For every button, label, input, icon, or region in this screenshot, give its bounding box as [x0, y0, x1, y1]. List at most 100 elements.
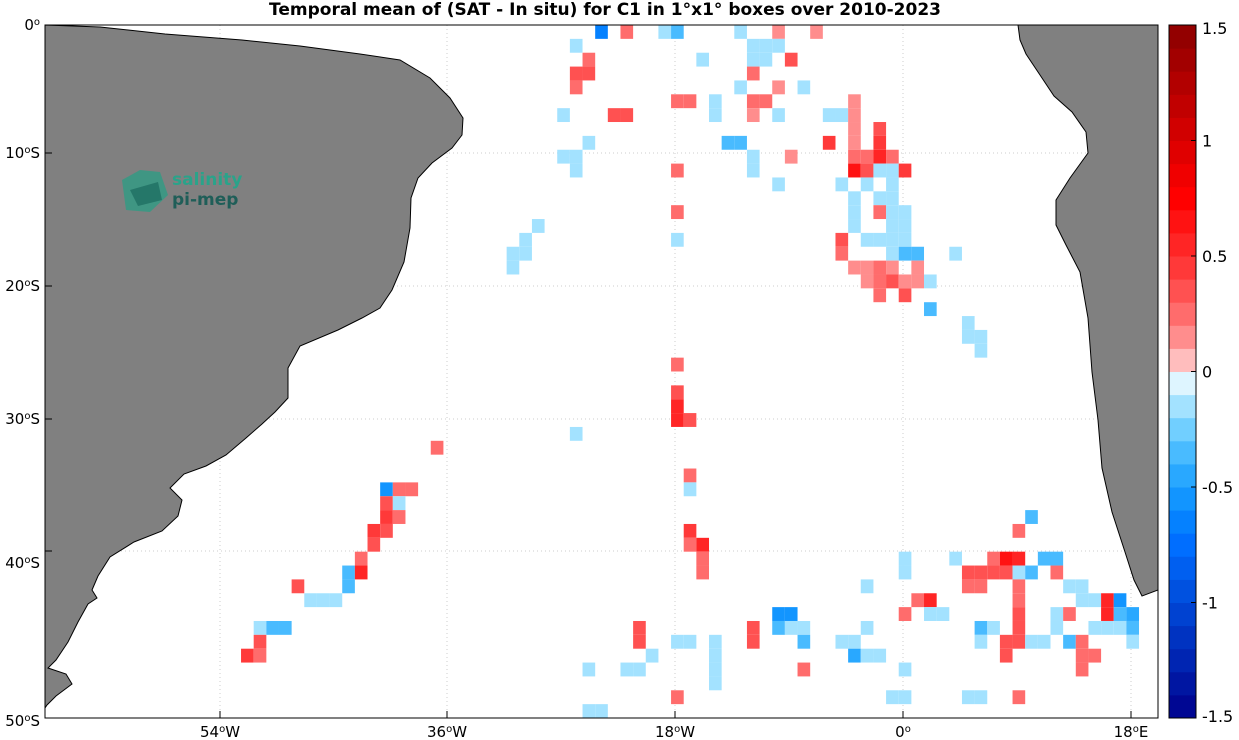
- lat-label-50s: 50oS: [5, 712, 40, 730]
- heatmap-cell: [987, 551, 1000, 566]
- heatmap-cell: [860, 648, 874, 663]
- heatmap-cell: [1025, 565, 1038, 580]
- heatmap-cell: [1050, 607, 1064, 621]
- heatmap-cell: [1012, 690, 1026, 705]
- heatmap-cell: [392, 510, 406, 524]
- heatmap-cell: [949, 246, 962, 261]
- colorbar-level: [1169, 694, 1196, 719]
- heatmap-cell: [329, 593, 343, 608]
- heatmap-cell: [1012, 523, 1026, 538]
- colorbar-level: [1169, 232, 1196, 257]
- heatmap-cell: [519, 232, 532, 247]
- heatmap-cell: [924, 607, 937, 621]
- map-title: Temporal mean of (SAT - In situ) for C1 …: [269, 0, 941, 20]
- heatmap-cell: [519, 246, 532, 261]
- heatmap-cell: [1101, 620, 1114, 635]
- heatmap-cell: [873, 149, 887, 164]
- heatmap-cell: [784, 149, 798, 164]
- heatmap-cell: [999, 648, 1013, 663]
- heatmap-cell: [1025, 634, 1038, 649]
- heatmap-cell: [658, 25, 672, 39]
- heatmap-cell: [709, 634, 722, 649]
- heatmap-cell: [860, 177, 874, 192]
- heatmap-cell: [835, 634, 849, 649]
- colorbar-level: [1169, 648, 1196, 673]
- heatmap-cell: [1075, 579, 1089, 594]
- heatmap-cell: [607, 108, 621, 123]
- heatmap-cell: [316, 593, 330, 608]
- heatmap-cell: [734, 25, 747, 39]
- heatmap-cell: [1075, 634, 1089, 649]
- colorbar-level: [1169, 579, 1196, 603]
- heatmap-cell: [709, 662, 722, 677]
- heatmap-cell: [671, 399, 684, 414]
- heatmap-cell: [746, 94, 760, 109]
- heatmap-cell: [633, 662, 646, 677]
- heatmap-cell: [797, 634, 811, 649]
- heatmap-cell: [671, 385, 684, 400]
- heatmap-cell: [848, 191, 861, 206]
- colorbar-level: [1169, 209, 1196, 234]
- heatmap-cell: [924, 302, 937, 317]
- grid-lines: [45, 25, 1158, 718]
- heatmap-cell: [746, 108, 760, 123]
- heatmap-cell: [531, 219, 545, 233]
- heatmap-cell: [392, 496, 406, 511]
- heatmap-cell: [999, 551, 1013, 566]
- heatmap-cell: [974, 634, 988, 649]
- colorbar-level: [1169, 140, 1196, 165]
- heatmap-cell: [898, 274, 912, 289]
- africa-land: [1017, 25, 1158, 597]
- heatmap-cell: [898, 690, 912, 705]
- heatmap-cell: [936, 607, 950, 621]
- heatmap-cell: [582, 662, 596, 677]
- heatmap-cell: [961, 316, 975, 330]
- heatmap-cell: [1101, 593, 1114, 608]
- colorbar-level: [1169, 371, 1196, 396]
- heatmap-cell: [380, 496, 393, 511]
- heatmap-cell: [772, 25, 785, 39]
- lat-label-30s: 30oS: [5, 410, 40, 428]
- heatmap-cell: [342, 565, 355, 580]
- heatmap-cell: [848, 163, 861, 178]
- heatmap-cell: [860, 149, 874, 164]
- heatmap-cell: [961, 565, 975, 580]
- heatmap-cell: [974, 343, 988, 358]
- heatmap-cell: [569, 38, 583, 53]
- colorbar-level: [1169, 325, 1196, 349]
- colorbar-tick-label: 1.5: [1202, 19, 1227, 38]
- heatmap-cell: [772, 80, 785, 95]
- colorbar-level: [1169, 348, 1196, 372]
- heatmap-cell: [253, 648, 267, 663]
- heatmap-cell: [987, 620, 1000, 635]
- heatmap-cell: [759, 94, 773, 109]
- heatmap-cell: [886, 191, 899, 206]
- heatmap-cell: [1012, 579, 1026, 594]
- heatmap-cell: [886, 246, 899, 261]
- colorbar-level: [1169, 394, 1196, 419]
- heatmap-cell: [987, 565, 1000, 580]
- heatmap-cell: [1075, 648, 1089, 663]
- heatmap-cell: [835, 108, 849, 123]
- heatmap-cell: [886, 149, 899, 164]
- logo-pimep-text: pi-mep: [172, 190, 238, 210]
- heatmap-cell: [822, 135, 836, 150]
- heatmap-cell: [797, 662, 811, 677]
- heatmap-cell: [886, 219, 899, 233]
- colorbar-level: [1169, 510, 1196, 534]
- heatmap-cell: [974, 329, 988, 344]
- heatmap-cell: [772, 177, 785, 192]
- heatmap-cell: [911, 274, 925, 289]
- heatmap-cell: [860, 232, 874, 247]
- heatmap-cell: [898, 565, 912, 580]
- heatmap-cell: [759, 52, 773, 67]
- heatmap-cell: [924, 274, 937, 289]
- heatmap-cell: [1113, 607, 1127, 621]
- heatmap-cell: [671, 357, 684, 372]
- heatmap-cell: [759, 38, 773, 53]
- heatmap-cell: [595, 704, 608, 718]
- heatmap-cell: [620, 108, 634, 123]
- heatmap-cell: [696, 565, 710, 580]
- colorbar-level: [1169, 48, 1196, 72]
- heatmap-cell: [683, 468, 697, 483]
